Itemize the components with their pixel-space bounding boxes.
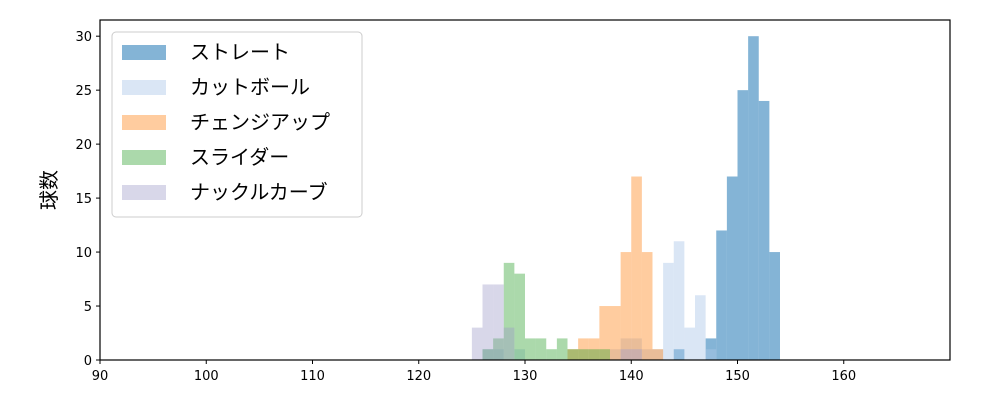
- histogram-bar-series-5: [503, 327, 515, 360]
- histogram-bar-series-2: [514, 349, 525, 360]
- histogram-bar-series-2: [663, 262, 674, 360]
- y-tick-label: 30: [75, 30, 92, 45]
- histogram-bar-series-1: [748, 36, 759, 360]
- histogram-bar-series-4: [588, 349, 600, 360]
- histogram-bar-series-4: [535, 338, 547, 360]
- histogram-bar-series-4: [556, 338, 568, 360]
- histogram-bar-series-4: [503, 262, 515, 360]
- legend-swatch: [122, 115, 166, 130]
- legend-swatch: [122, 80, 166, 95]
- y-axis: 0 5 10 15 20 25 30: [75, 30, 100, 369]
- histogram-bar-series-3: [652, 349, 664, 360]
- histogram-bar-series-1: [726, 176, 738, 360]
- x-tick-label: 110: [300, 369, 325, 384]
- legend-label: ナックルカーブ: [190, 180, 328, 204]
- histogram-bar-series-4: [599, 349, 610, 360]
- histogram-bar-series-5: [631, 349, 642, 360]
- legend-label: カットボール: [190, 75, 310, 99]
- histogram-bar-series-1: [705, 338, 717, 360]
- histogram-bar-series-4: [578, 349, 589, 360]
- histogram-bar-series-2: [673, 241, 685, 360]
- histogram-bar-series-3: [567, 349, 579, 360]
- x-tick-label: 100: [194, 369, 219, 384]
- histogram-bar-series-2: [610, 349, 621, 360]
- legend-label: スライダー: [190, 145, 289, 169]
- histogram-bar-series-4: [546, 349, 557, 360]
- y-tick-label: 10: [75, 246, 92, 261]
- histogram-bar-series-3: [641, 252, 653, 360]
- histogram-bar-series-3: [578, 338, 589, 360]
- histogram-bar-series-3: [599, 306, 610, 360]
- histogram-bar-series-5: [482, 284, 494, 360]
- legend-label: チェンジアップ: [190, 110, 330, 134]
- histogram-bar-series-5: [620, 349, 632, 360]
- legend-box: [111, 31, 363, 218]
- legend-swatch: [122, 45, 166, 60]
- histogram-bar-series-3: [620, 252, 632, 360]
- histogram-bar-series-2: [493, 349, 504, 360]
- histogram-bar-series-2: [695, 295, 706, 360]
- histogram-bar-series-4: [525, 338, 536, 360]
- y-tick-label: 25: [75, 84, 92, 99]
- histogram-bar-series-2: [482, 349, 494, 360]
- histogram-bar-series-2: [652, 349, 664, 360]
- x-tick-label: 140: [619, 369, 644, 384]
- histogram-bar-series-2: [620, 338, 632, 360]
- x-tick-label: 120: [406, 369, 431, 384]
- histogram-bar-series-3: [610, 306, 621, 360]
- histogram-bar-series-3: [631, 176, 642, 360]
- legend-swatch: [122, 185, 166, 200]
- bars-layer: [471, 36, 780, 361]
- histogram-bar-series-5: [471, 327, 483, 360]
- legend-swatch: [122, 150, 166, 165]
- y-tick-label: 15: [75, 192, 92, 207]
- histogram-bar-series-1: [673, 349, 685, 360]
- histogram-bar-series-4: [567, 349, 579, 360]
- y-tick-label: 20: [75, 138, 92, 153]
- histogram-bar-series-1: [769, 252, 780, 360]
- histogram-bar-series-4: [493, 338, 504, 360]
- x-tick-label: 150: [725, 369, 750, 384]
- legend-label: ストレート: [190, 40, 290, 64]
- histogram-bar-series-2: [684, 327, 695, 360]
- y-tick-label: 5: [84, 300, 92, 315]
- y-tick-label: 0: [84, 354, 92, 369]
- histogram-bar-series-1: [716, 230, 727, 360]
- histogram-bar-series-1: [758, 100, 770, 360]
- histogram-bar-series-4: [482, 349, 494, 360]
- x-tick-label: 160: [831, 369, 856, 384]
- histogram-bar-series-3: [588, 338, 600, 360]
- histogram-bar-series-2: [641, 349, 653, 360]
- histogram-bar-series-4: [514, 273, 525, 360]
- histogram-bar-series-2: [631, 338, 642, 360]
- histogram-bar-series-2: [705, 349, 717, 360]
- y-axis-label: 球数: [37, 170, 61, 210]
- x-tick-label: 130: [513, 369, 538, 384]
- histogram-bar-series-1: [737, 90, 749, 361]
- x-axis: 90 100 110 120 130 140 150 160: [92, 360, 856, 384]
- x-tick-label: 90: [92, 369, 109, 384]
- histogram-bar-series-5: [493, 284, 504, 360]
